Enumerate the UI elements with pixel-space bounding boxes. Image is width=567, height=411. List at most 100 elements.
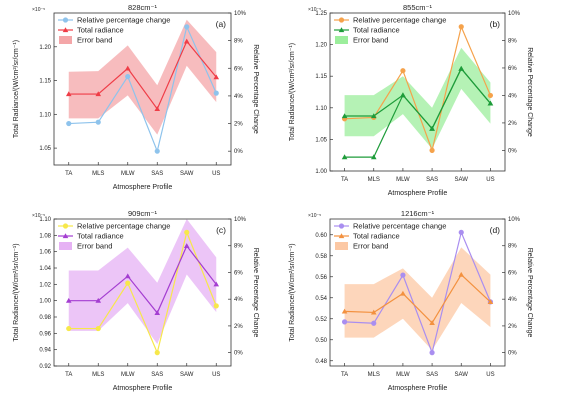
relative-change-line — [68, 24, 217, 154]
x-tick-label: SAW — [180, 372, 194, 378]
y-tick-label: 1.10 — [315, 106, 327, 112]
total-radiance-point — [429, 125, 435, 131]
y2-tick-label: 2% — [234, 324, 243, 330]
total-radiance-point — [124, 273, 131, 279]
total-radiance-point — [370, 154, 377, 160]
total-radiance-point — [400, 290, 406, 296]
y-tick-label: 1.04 — [39, 266, 51, 272]
x-axis-title: Atmosphere Profile — [388, 385, 448, 392]
total-radiance-point — [341, 154, 348, 160]
x-tick-label: MLW — [396, 372, 410, 378]
x-tick-label: SAS — [426, 177, 438, 183]
y2-tick-label: 0% — [508, 351, 517, 357]
relative-change-point — [429, 147, 435, 153]
x-axis-title: Atmosphere Profile — [388, 190, 448, 197]
y2-tick-label: 8% — [508, 244, 517, 250]
y2-tick-label: 10% — [234, 11, 247, 17]
y2-tick-label: 10% — [508, 217, 521, 223]
y-axis-title: Total Radiance/(W/cm²/sr/cm⁻¹) — [289, 243, 296, 341]
total-radiance-point — [65, 91, 72, 97]
relative-change-line — [68, 230, 217, 355]
total-radiance-point — [341, 113, 348, 119]
legend-total-label: Total radiance — [353, 232, 400, 241]
relative-change-point — [213, 303, 219, 309]
relative-change-point — [487, 92, 494, 99]
x-tick-label: TA — [341, 177, 348, 183]
x-tick-label: US — [486, 177, 494, 183]
y-tick-label: 1.08 — [39, 233, 51, 239]
x-tick-label: TA — [65, 171, 72, 177]
y2-tick-label: 4% — [508, 93, 517, 99]
y2-tick-label: 6% — [234, 270, 243, 276]
total-radiance-point — [213, 74, 220, 80]
y2-tick-label: 6% — [508, 270, 517, 276]
total-radiance-point — [400, 92, 406, 98]
legend-relative-label: Relative percentage change — [77, 16, 170, 25]
error-band-area — [344, 47, 491, 149]
y-tick-label: 0.50 — [315, 338, 327, 344]
legend-total-marker — [338, 233, 345, 239]
panel-label: (a) — [216, 19, 227, 29]
y-tick-label: 1.20 — [315, 43, 327, 49]
y-exponent-label: ×10⁻⁵ — [32, 7, 45, 13]
y2-tick-label: 6% — [508, 66, 517, 72]
relative-change-point — [184, 24, 190, 30]
total-radiance-point — [183, 243, 190, 249]
y2-tick-label: 2% — [508, 324, 517, 330]
panel-title: 1216cm⁻¹ — [401, 209, 435, 218]
relative-change-point — [184, 229, 190, 235]
x-tick-label: MLW — [121, 372, 135, 378]
legend-band-swatch — [59, 242, 72, 250]
x-tick-label: US — [212, 171, 220, 177]
x-tick-label: MLS — [92, 372, 104, 378]
x-tick-label: US — [212, 372, 220, 378]
total-radiance-point — [95, 297, 102, 303]
x-tick-label: SAS — [426, 372, 438, 378]
total-radiance-point — [341, 308, 348, 314]
y-tick-label: 0.52 — [315, 317, 327, 323]
relative-change-line — [344, 24, 491, 153]
y-axis-title: Total Radiance/(W/cm²/sr/cm⁻¹) — [13, 243, 20, 341]
legend-total-marker — [338, 27, 345, 33]
total-radiance-point — [183, 38, 190, 44]
panel-title: 828cm⁻¹ — [128, 3, 157, 12]
legend-relative-marker — [62, 17, 69, 23]
relative-change-point — [154, 350, 160, 356]
y2-tick-label: 0% — [234, 149, 243, 155]
legend-band-swatch — [335, 242, 348, 250]
y-tick-label: 0.60 — [315, 233, 327, 239]
y-tick-label: 1.15 — [39, 79, 51, 85]
x-axis-title: Atmosphere Profile — [113, 184, 173, 191]
legend-total-label: Total radiance — [77, 26, 124, 35]
x-tick-label: TA — [341, 372, 348, 378]
y-tick-label: 1.00 — [315, 169, 327, 175]
panel-label: (d) — [490, 225, 501, 235]
relative-change-point — [213, 90, 219, 96]
relative-change-point — [125, 280, 131, 286]
panel-title: 909cm⁻¹ — [128, 209, 157, 218]
y-tick-label: 1.05 — [315, 137, 327, 143]
x-tick-label: SAS — [151, 372, 163, 378]
chart-panel-c: 0.92 0.94 0.96 0.98 1.00 1.02 1.04 1.06 1.08 1.10… — [13, 209, 259, 392]
x-tick-label: SAW — [455, 372, 469, 378]
total-radiance-line — [68, 40, 217, 111]
relative-change-point — [125, 73, 131, 80]
error-band-area — [68, 19, 217, 135]
x-tick-label: TA — [65, 372, 72, 378]
y2-axis-title: Relative Percentage Change — [526, 248, 533, 338]
y2-tick-label: 10% — [234, 217, 247, 223]
total-radiance-point — [458, 271, 465, 277]
legend-relative-label: Relative percentage change — [353, 222, 446, 231]
y-tick-label: 1.02 — [39, 282, 51, 288]
relative-change-point — [400, 272, 406, 278]
y2-tick-label: 4% — [508, 297, 517, 303]
relative-change-point — [429, 350, 435, 356]
x-tick-label: MLW — [121, 171, 135, 177]
x-tick-label: MLS — [368, 177, 380, 183]
y2-tick-label: 2% — [508, 121, 517, 127]
